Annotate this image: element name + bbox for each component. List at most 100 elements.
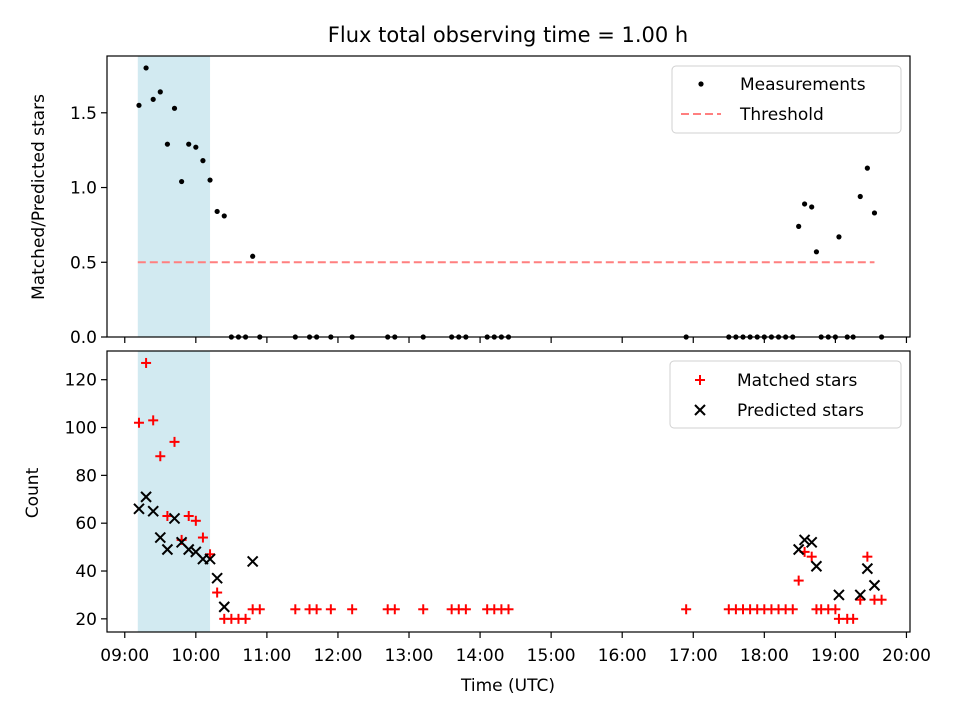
measurement-point (801, 201, 808, 207)
measurement-point (809, 204, 815, 210)
predicted-star-point (218, 601, 230, 613)
predicted-star-point (854, 589, 866, 601)
predicted-star-point (810, 560, 823, 572)
measurement-point (796, 223, 802, 229)
matched-star-point (148, 415, 159, 426)
measurement-point (857, 193, 863, 200)
measurement-point (171, 105, 178, 111)
matched-star-point (876, 594, 887, 605)
x-tick-label: 19:00 (811, 646, 860, 666)
matched-star-point (793, 575, 804, 586)
matched-star-point (311, 604, 322, 615)
measurement-point (836, 234, 842, 240)
matched-star-point (254, 604, 265, 615)
predicted-star-point (133, 503, 145, 515)
top-y-tick-label: 0.5 (70, 253, 97, 273)
matched-star-point (212, 587, 223, 598)
measurement-point (221, 213, 227, 219)
measurement-point (871, 210, 878, 216)
top-y-tick-label: 0.0 (70, 328, 97, 348)
predicted-star-point (805, 536, 818, 549)
measurement-point (250, 253, 256, 259)
predicted-star-point (868, 579, 881, 592)
legend-predicted-marker (694, 404, 706, 416)
measurement-point (214, 208, 220, 215)
legend-matched-marker (695, 375, 705, 385)
measurement-point (136, 102, 142, 108)
predicted-star-point (211, 572, 223, 584)
predicted-star-point (204, 553, 216, 565)
predicted-star-point (183, 543, 195, 556)
x-tick-label: 20:00 (882, 646, 931, 666)
matched-star-point (806, 551, 817, 562)
x-tick-label: 12:00 (313, 646, 362, 666)
predicted-star-point (147, 505, 159, 517)
matched-star-point (787, 604, 798, 615)
x-tick-label: 17:00 (669, 646, 718, 666)
bottom-y-tick-label: 20 (75, 610, 97, 630)
legend-measurement-marker (698, 81, 704, 87)
predicted-star-point (798, 534, 811, 546)
x-tick-label: 18:00 (740, 646, 789, 666)
bottom-y-axis-label: Count (23, 467, 43, 518)
matched-star-point (848, 613, 859, 624)
measurement-point (193, 144, 199, 150)
matched-star-point (855, 594, 866, 605)
measurement-point (157, 89, 163, 95)
measurement-point (150, 96, 156, 102)
measurement-point (207, 177, 213, 183)
matched-star-point (830, 604, 841, 615)
predicted-star-point (168, 512, 181, 525)
x-tick-label: 14:00 (456, 646, 505, 666)
matched-star-point (681, 604, 692, 615)
bottom-legend-box (669, 360, 902, 429)
legend-predicted-label: Predicted stars (737, 401, 864, 421)
bottom-shaded-span (137, 351, 211, 632)
predicted-star-point (161, 543, 174, 556)
matched-star-point (183, 511, 194, 522)
matched-star-point (325, 604, 336, 615)
matched-star-point (155, 451, 166, 462)
predicted-star-point (792, 543, 805, 556)
top-y-tick-label: 1.5 (70, 104, 97, 124)
legend-measurements-label: Measurements (740, 75, 866, 95)
bottom-y-tick-label: 60 (75, 514, 97, 534)
chart-title: Flux total observing time = 1.00 h (328, 23, 688, 47)
matched-star-point (190, 515, 201, 526)
x-axis-label: Time (UTC) (460, 676, 555, 696)
x-tick-label: 13:00 (385, 646, 434, 666)
top-y-axis-label: Matched/Predicted stars (29, 94, 49, 300)
top-y-tick-label: 1.0 (70, 179, 97, 199)
measurement-point (200, 158, 206, 164)
bottom-y-tick-label: 120 (65, 371, 97, 391)
matched-star-point (418, 604, 429, 615)
legend-matched-label: Matched stars (737, 371, 857, 391)
predicted-star-point (861, 562, 874, 575)
matched-star-point (862, 551, 873, 562)
x-tick-label: 09:00 (100, 646, 149, 666)
top-panel: 0.0 0.5 1.0 1.5 Matched/Predicted stars Mea… (29, 55, 911, 348)
predicted-star-point (154, 531, 167, 544)
predicted-star-point (140, 491, 152, 503)
bottom-legend: Matched stars Predicted stars (669, 360, 902, 429)
bottom-y-tick-label: 40 (75, 562, 97, 582)
measurement-point (864, 165, 870, 171)
matched-star-point (290, 604, 301, 615)
bottom-panel: 20 40 60 80 100 120 09:00 10:00 11:00 12:00 13:00… (23, 350, 931, 696)
legend-threshold-label: Threshold (739, 105, 824, 125)
bottom-y-tick-label: 80 (75, 466, 97, 486)
top-shaded-span (137, 56, 211, 337)
matched-star-point (133, 417, 144, 428)
x-tick-label: 15:00 (527, 646, 576, 666)
measurement-point (179, 178, 185, 185)
top-legend-box (671, 65, 902, 134)
measurement-point (143, 65, 149, 71)
predicted-star-point (833, 589, 845, 601)
x-tick-label: 16:00 (598, 646, 647, 666)
matched-star-point (347, 604, 358, 615)
bottom-y-tick-label: 100 (65, 419, 97, 439)
measurement-point (164, 141, 171, 147)
matched-star-point (389, 604, 400, 615)
measurement-point (813, 249, 820, 255)
